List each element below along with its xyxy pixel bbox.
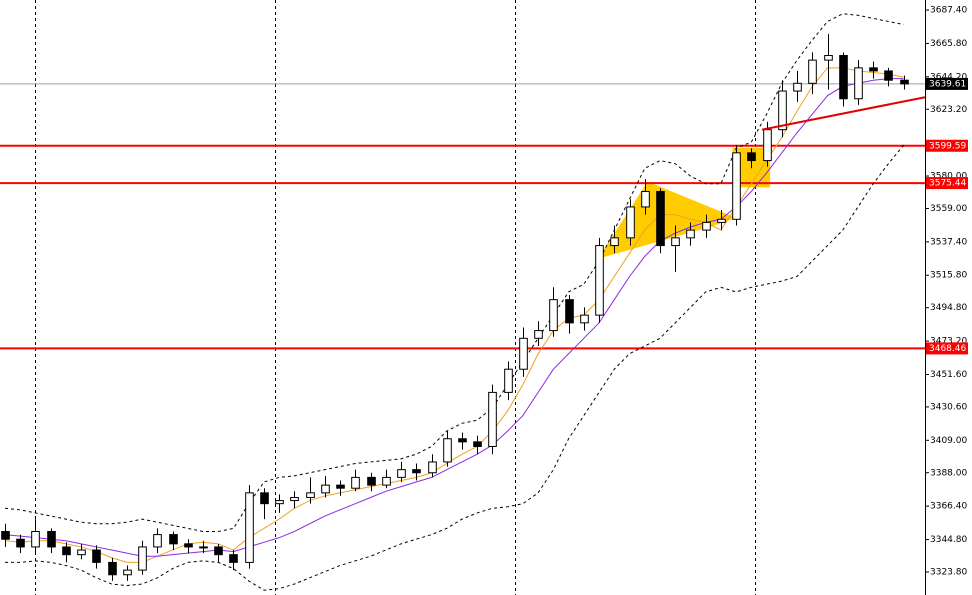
candle-body: [458, 438, 467, 443]
candle-body: [62, 546, 71, 556]
candle-body: [686, 229, 695, 239]
candle-body: [778, 90, 787, 131]
candle-body: [656, 190, 665, 247]
candle-body: [290, 496, 299, 502]
candle-body: [565, 299, 574, 324]
candle-body: [123, 569, 132, 576]
candle-body: [382, 476, 391, 486]
candle-body: [428, 461, 437, 474]
price-label-box: [926, 177, 968, 190]
candle-body: [321, 484, 330, 494]
indicator-line: [4, 78, 904, 557]
y-tick-label: 3580.00: [930, 172, 967, 182]
y-tick-label: 3687.40: [930, 6, 967, 16]
candle-body: [641, 190, 650, 208]
candle-body: [717, 218, 726, 223]
y-tick-label: 3409.00: [930, 436, 967, 446]
candle-body: [610, 237, 619, 247]
y-tick-label: 3537.40: [930, 237, 967, 247]
price-label: 3468.46: [929, 344, 966, 354]
candle-body: [488, 391, 497, 447]
candle-body: [184, 543, 193, 548]
candle-body: [854, 67, 863, 100]
candle-body: [808, 59, 817, 84]
indicator-line: [4, 13, 904, 532]
candle-body: [443, 438, 452, 463]
y-tick-label: 3623.20: [930, 105, 967, 115]
candle-body: [214, 546, 223, 556]
price-label-box: [926, 342, 968, 355]
candle-body: [153, 534, 162, 548]
candle-body: [306, 492, 315, 498]
candle-body: [169, 534, 178, 545]
candle-body: [77, 549, 86, 556]
trendline: [761, 96, 926, 131]
candle-body: [47, 530, 56, 548]
candle-body: [884, 70, 893, 81]
indicator-line: [4, 67, 904, 563]
candle-body: [747, 152, 756, 162]
candle-body: [92, 549, 101, 563]
candle-body: [31, 530, 40, 548]
candle-body: [763, 129, 772, 162]
y-tick-label: 3644.20: [930, 72, 967, 82]
candle-body: [824, 54, 833, 61]
candle-body: [504, 368, 513, 393]
y-tick-label: 3451.60: [930, 370, 967, 380]
candle-body: [473, 441, 482, 447]
candle-body: [549, 299, 558, 332]
candle-body: [839, 54, 848, 100]
y-tick-label: 3473.20: [930, 337, 967, 347]
candle-body: [336, 484, 345, 489]
y-tick-label: 3494.80: [930, 303, 967, 313]
price-label: 3599.59: [929, 141, 966, 151]
candle-body: [229, 554, 238, 563]
y-tick-label: 3366.40: [930, 502, 967, 512]
candle-body: [199, 546, 208, 549]
candle-body: [138, 546, 147, 571]
candle-body: [580, 314, 589, 324]
candle-body: [671, 237, 680, 247]
price-label-box: [926, 77, 968, 90]
candle-body: [245, 492, 254, 563]
candle-body: [732, 152, 741, 220]
y-tick-label: 3323.80: [930, 567, 967, 577]
y-tick-label: 3388.00: [930, 468, 967, 478]
price-label: 3639.61: [929, 79, 966, 89]
candle-body: [900, 79, 909, 85]
candle-body: [108, 561, 117, 576]
candle-body: [793, 82, 802, 92]
price-label-box: [926, 139, 968, 152]
y-tick-label: 3559.00: [930, 204, 967, 214]
candle-body: [275, 500, 284, 505]
candle-body: [626, 206, 635, 239]
candle-body: [702, 221, 711, 231]
y-tick-label: 3344.80: [930, 535, 967, 545]
y-tick-label: 3515.80: [930, 271, 967, 281]
candle-body: [351, 476, 360, 489]
candle-body: [1, 530, 10, 540]
candle-body: [595, 245, 604, 316]
y-tick-label: 3430.60: [930, 402, 967, 412]
candle-body: [534, 330, 543, 339]
y-tick-label: 3665.80: [930, 39, 967, 49]
price-label: 3575.44: [929, 179, 966, 189]
candle-body: [397, 469, 406, 478]
candle-body: [16, 538, 25, 548]
candle-body: [869, 67, 878, 72]
candle-body: [519, 337, 528, 370]
candle-body: [367, 476, 376, 486]
candle-body: [260, 492, 269, 505]
candle-body: [412, 469, 421, 474]
